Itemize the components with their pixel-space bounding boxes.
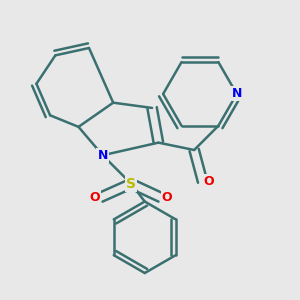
Text: O: O [204,175,214,188]
Text: O: O [161,191,172,204]
Text: N: N [98,149,108,162]
Text: N: N [232,87,242,101]
Text: S: S [126,177,136,191]
Text: O: O [89,191,100,204]
